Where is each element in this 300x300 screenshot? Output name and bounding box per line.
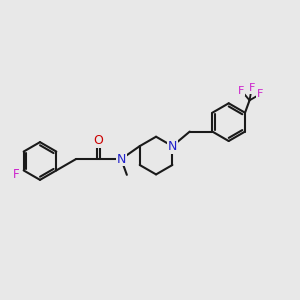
Text: N: N bbox=[116, 153, 126, 166]
Text: F: F bbox=[13, 168, 19, 181]
Text: F: F bbox=[238, 86, 244, 96]
Text: O: O bbox=[94, 134, 103, 147]
Text: F: F bbox=[257, 89, 264, 99]
Text: F: F bbox=[248, 83, 255, 93]
Text: N: N bbox=[168, 140, 177, 153]
